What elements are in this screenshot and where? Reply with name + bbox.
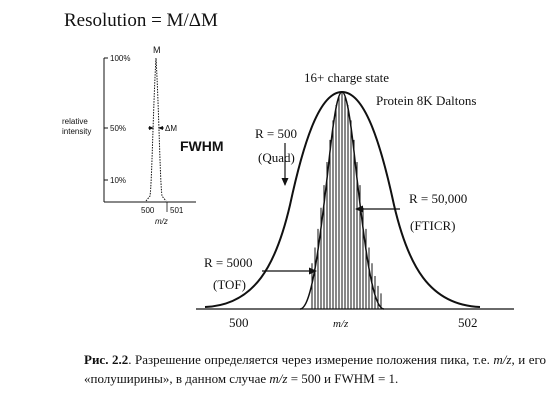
inset-y-label-line1: relative xyxy=(62,117,88,126)
tof-r-label: R = 5000 xyxy=(204,255,253,270)
inset-x-label: m/z xyxy=(155,217,168,226)
fticr-r-label: R = 50,000 xyxy=(409,191,467,206)
caption-part2: , и его «полуширины», в данном случае xyxy=(84,352,546,386)
inset-peak-curve xyxy=(145,57,167,202)
main-x-label: m/z xyxy=(333,318,349,330)
inset-x-tick-501: 501 xyxy=(170,206,184,215)
quad-r-label: R = 500 xyxy=(255,126,297,141)
quad-name-label: (Quad) xyxy=(258,150,295,165)
protein-label: Protein 8K Daltons xyxy=(376,93,476,108)
tof-name-label: (TOF) xyxy=(213,277,246,292)
inset-y-label-line2: intensity xyxy=(62,127,91,136)
resolution-figure: Resolution = M/ΔM 100% 50% 10% relative … xyxy=(62,10,514,330)
caption-part1: . Разрешение определяется через измерени… xyxy=(128,352,494,367)
main-x-tick-502: 502 xyxy=(458,315,478,330)
main-plot: 16+ charge state Protein 8K Daltons R = … xyxy=(196,70,514,330)
fticr-isotope-lines xyxy=(311,92,382,309)
inset-tick-10: 10% xyxy=(110,176,126,185)
inset-peak-label: M xyxy=(153,45,161,55)
main-x-tick-500: 500 xyxy=(229,315,249,330)
caption-mz2: m/z xyxy=(269,371,288,386)
fticr-name-label: (FTICR) xyxy=(410,218,456,233)
resolution-formula: Resolution = M/ΔM xyxy=(64,10,218,31)
caption-mz1: m/z xyxy=(493,352,512,367)
caption-figure-number: Рис. 2.2 xyxy=(84,352,129,367)
fwhm-inset: 100% 50% 10% relative intensity M ΔM FWH… xyxy=(62,45,224,226)
fwhm-label: FWHM xyxy=(180,138,224,154)
caption-part3: = 500 и FWHM = 1. xyxy=(287,371,399,386)
charge-state-label: 16+ charge state xyxy=(304,70,389,85)
inset-tick-100: 100% xyxy=(110,54,130,63)
inset-delta-label: ΔM xyxy=(165,124,177,133)
inset-tick-50: 50% xyxy=(110,124,126,133)
inset-x-tick-500: 500 xyxy=(141,206,155,215)
figure-caption: Рис. 2.2. Разрешение определяется через … xyxy=(84,350,546,388)
